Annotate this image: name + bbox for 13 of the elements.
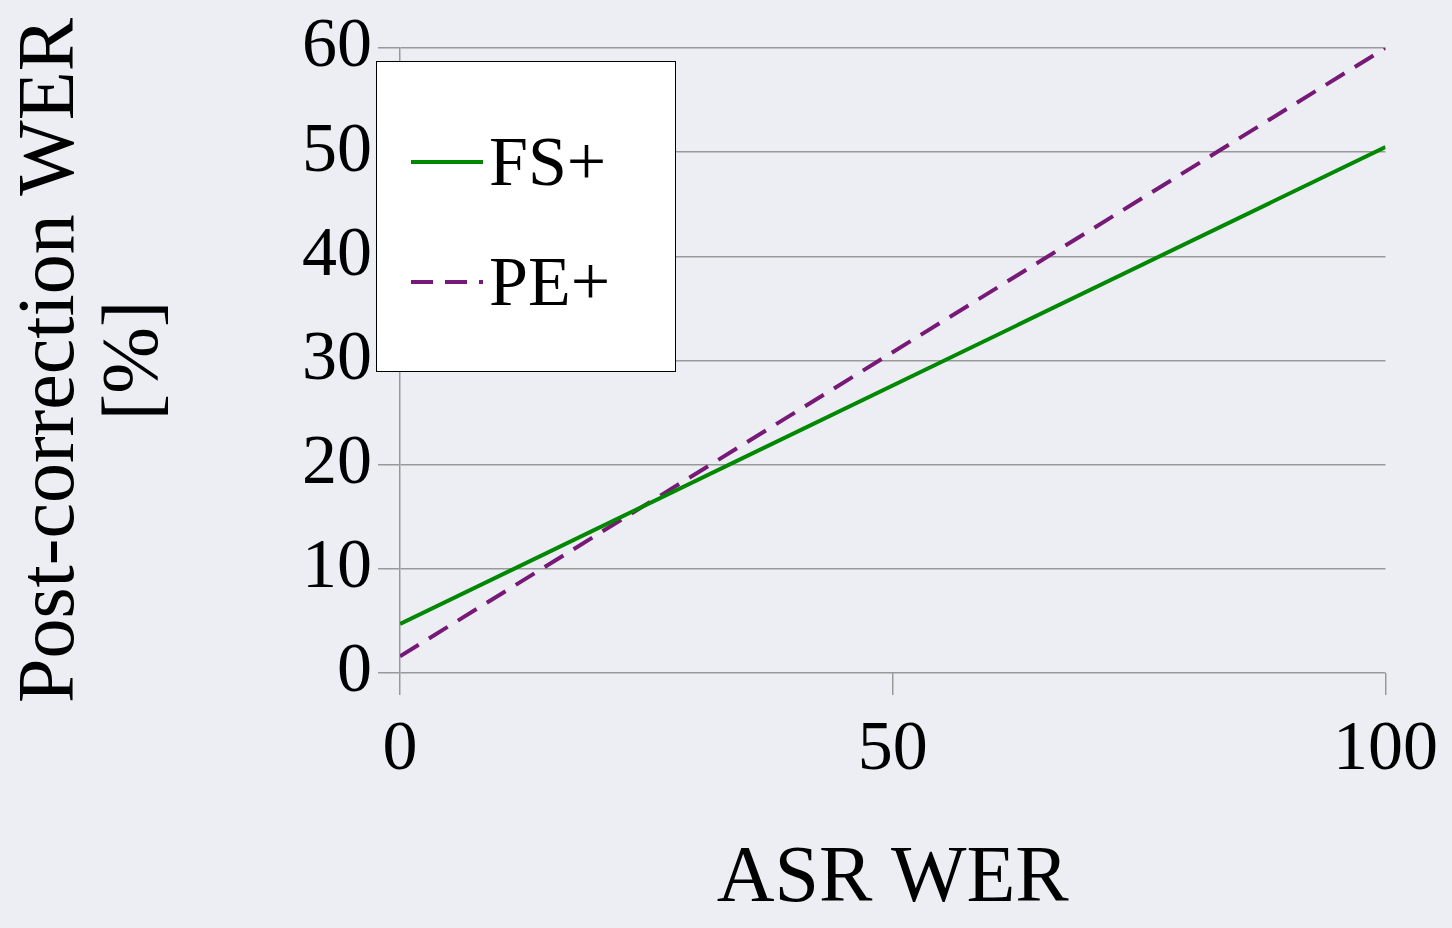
y-tick-label: 50	[302, 108, 372, 186]
y-tick-label: 60	[302, 4, 372, 82]
y-tick-label: 10	[302, 525, 372, 603]
legend-label: FS+	[489, 122, 607, 202]
legend-label: PE+	[489, 242, 611, 322]
x-axis-title: ASR WER	[716, 830, 1070, 919]
y-tick-label: 40	[302, 212, 372, 290]
x-tick-label: 50	[857, 707, 928, 785]
y-tick-label: 20	[302, 421, 372, 499]
y-axis-title: Post-correction WER [%]	[2, 17, 175, 704]
y-tick-label: 0	[337, 629, 372, 707]
y-tick-label: 30	[302, 316, 372, 394]
x-tick-label: 100	[1333, 707, 1438, 785]
